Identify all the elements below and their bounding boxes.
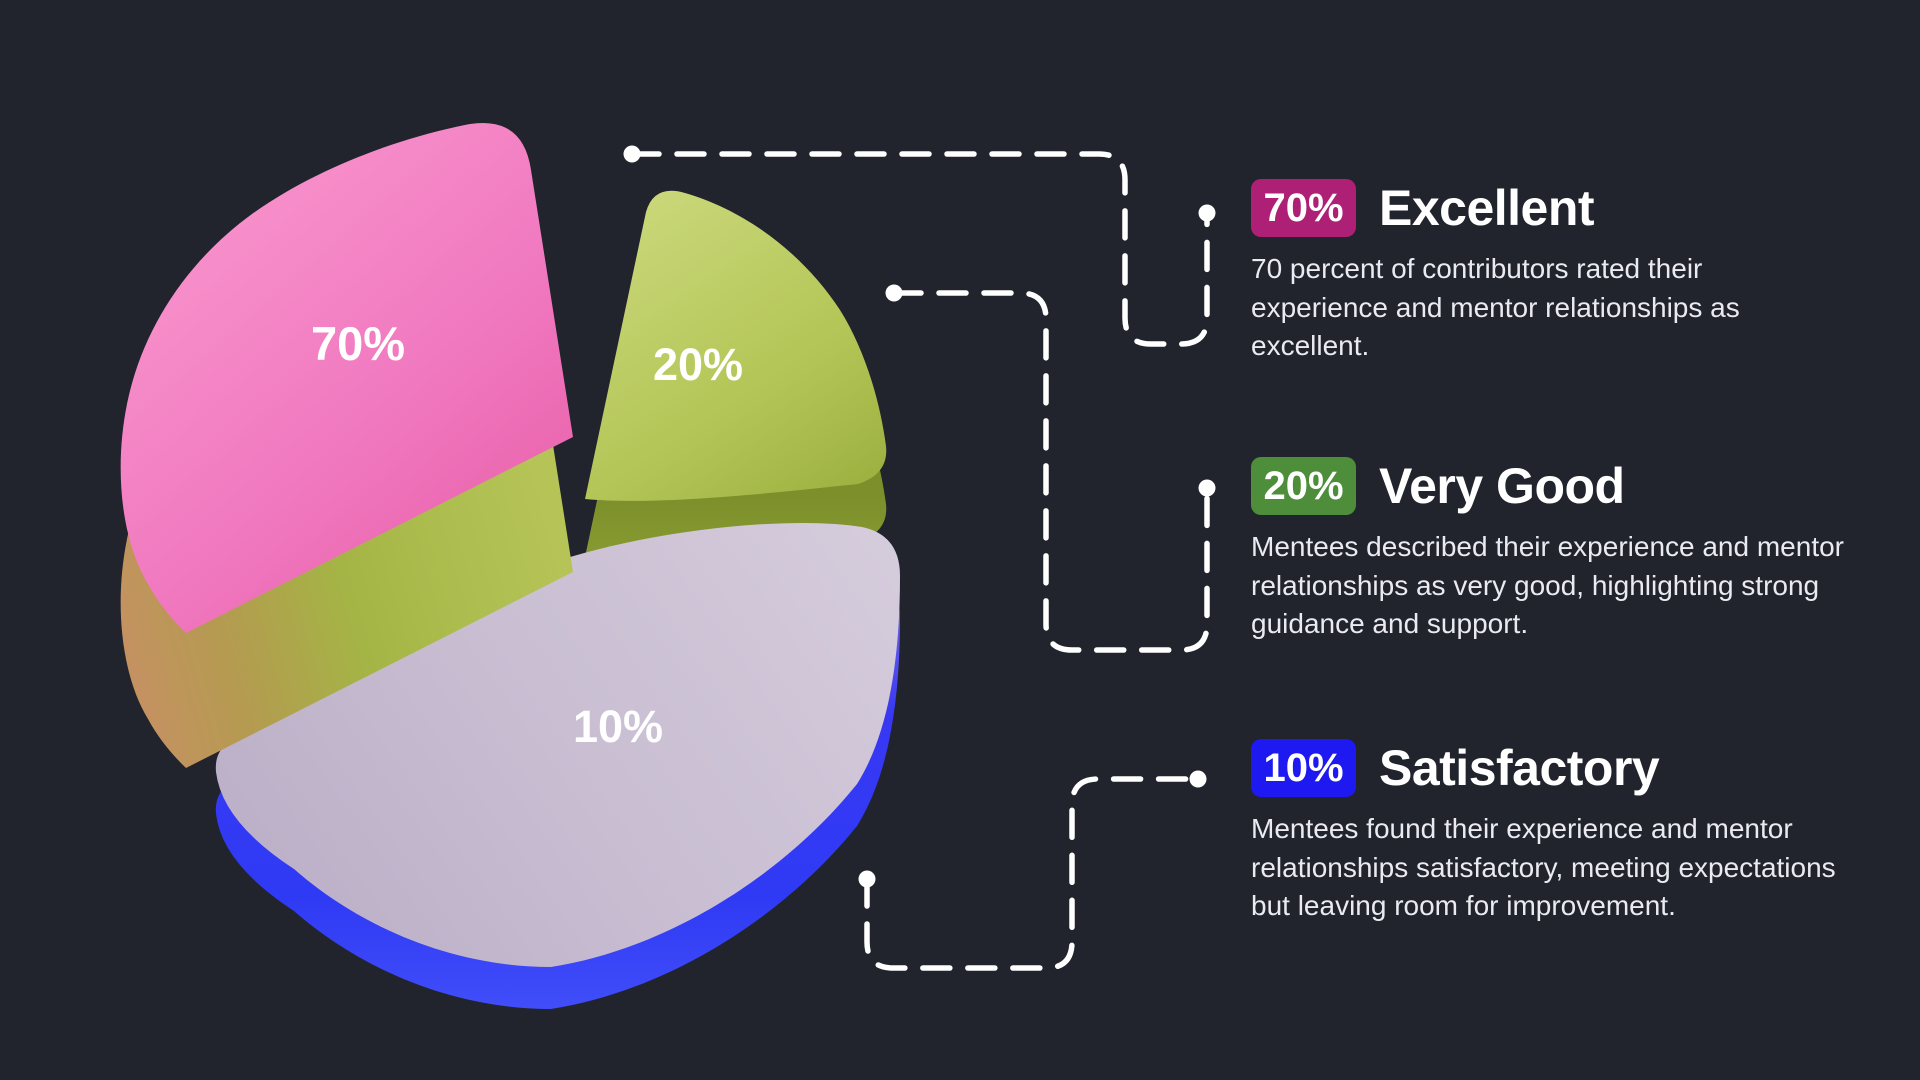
legend-description-excellent: 70 percent of contributors rated their e… xyxy=(1251,250,1871,366)
description-line: relationships satisfactory, meeting expe… xyxy=(1251,851,1836,883)
percentage-badge-very-good: 20% xyxy=(1251,457,1356,515)
connector-very-good-end-dot xyxy=(1198,479,1216,497)
description-line: excellent. xyxy=(1251,330,1370,361)
connectors xyxy=(629,151,1210,971)
slice-label-satisfactory: 10% xyxy=(573,701,663,752)
description-line: 70 percent of contributors rated their xyxy=(1251,253,1703,284)
pie-slice-very-good-top xyxy=(585,190,887,501)
connector-satisfactory-line xyxy=(864,776,1201,971)
legend-section-excellent: 70% Excellent 70 percent of contributors… xyxy=(1251,179,1871,366)
pie-slice-satisfactory-top xyxy=(215,522,901,967)
connector-excellent-end-dot xyxy=(1198,204,1216,222)
legend-header-excellent: 70% Excellent xyxy=(1251,179,1871,237)
pie-slice-satisfactory: 10% xyxy=(215,522,901,1009)
percentage-badge-excellent: 70% xyxy=(1251,179,1356,237)
legend-description-satisfactory: Mentees found their experience and mento… xyxy=(1251,810,1871,926)
legend-title-satisfactory: Satisfactory xyxy=(1379,740,1660,796)
legend-section-satisfactory: 10% Satisfactory Mentees found their exp… xyxy=(1251,739,1871,926)
connector-satisfactory-start-dot xyxy=(858,870,876,888)
slice-label-excellent: 70% xyxy=(311,317,405,370)
connector-very-good-line xyxy=(891,290,1210,653)
pie-slice-very-good: 20% xyxy=(585,190,887,559)
pie-slice-excellent: 70% xyxy=(120,122,573,768)
slice-label-very-good: 20% xyxy=(653,339,743,390)
description-line: experience and mentor relationships as xyxy=(1251,291,1740,323)
legend-section-very-good: 20% Very Good Mentees described their ex… xyxy=(1251,457,1871,644)
pie-slice-excellent-top xyxy=(120,122,573,633)
description-line: Mentees found their experience and mento… xyxy=(1251,813,1793,844)
legend-header-very-good: 20% Very Good xyxy=(1251,457,1871,515)
connector-satisfactory-end-dot xyxy=(1189,770,1207,788)
connector-dots xyxy=(623,145,1216,888)
description-line: Mentees described their experience and m… xyxy=(1251,531,1845,562)
legend-description-very-good: Mentees described their experience and m… xyxy=(1251,528,1871,644)
description-line: relationships as very good, highlighting… xyxy=(1251,569,1820,601)
description-line: but leaving room for improvement. xyxy=(1251,890,1676,921)
connector-very-good-start-dot xyxy=(885,284,903,302)
connector-excellent-line xyxy=(629,151,1210,347)
percentage-badge-satisfactory: 10% xyxy=(1251,739,1356,797)
legend-title-very-good: Very Good xyxy=(1379,458,1625,514)
connector-excellent-start-dot xyxy=(623,145,641,163)
description-line: guidance and support. xyxy=(1251,608,1529,639)
legend-header-satisfactory: 10% Satisfactory xyxy=(1251,739,1871,797)
legend-title-excellent: Excellent xyxy=(1379,180,1595,236)
